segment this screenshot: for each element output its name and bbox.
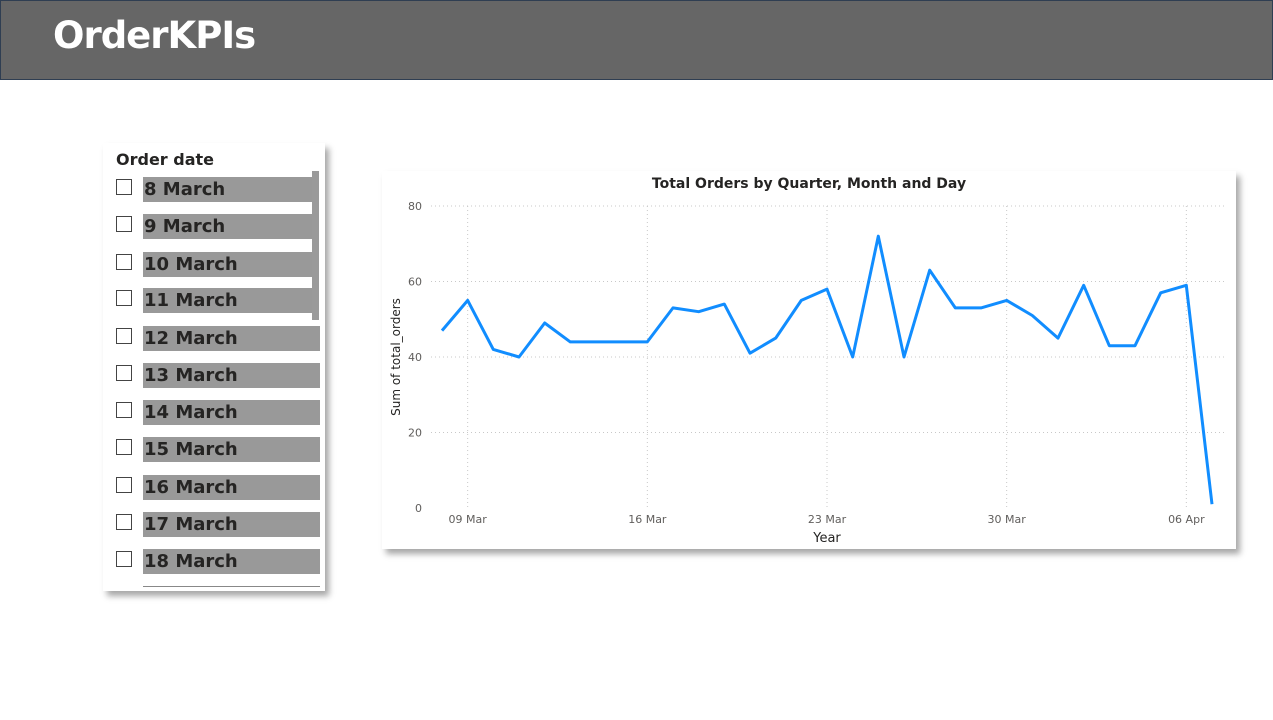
checkbox[interactable]: [116, 477, 132, 493]
series-line: [440, 234, 1214, 505]
checkbox[interactable]: [116, 402, 132, 418]
slicer-item-label: 12 March: [143, 326, 320, 351]
slicer-item-label: 15 March: [143, 437, 320, 462]
slicer-item-label: 14 March: [143, 400, 320, 425]
checkbox[interactable]: [116, 179, 132, 195]
slicer-item-label: 17 March: [143, 512, 320, 537]
slicer-item-label: 18 March: [143, 549, 320, 574]
y-tick-label: 0: [415, 502, 422, 515]
slicer-scrollbar[interactable]: [312, 171, 319, 320]
y-tick-label: 80: [408, 200, 422, 213]
chart-title: Total Orders by Quarter, Month and Day: [652, 176, 966, 192]
y-tick-label: 20: [408, 427, 422, 440]
checkbox[interactable]: [116, 328, 132, 344]
order-date-slicer: Order date 8 March 9 March 10 March 11 Marc…: [103, 143, 325, 591]
x-tick-label: 06 Apr: [1168, 513, 1205, 526]
x-tick-label: 23 Mar: [808, 513, 847, 526]
header-bar: OrderKPIs: [0, 0, 1273, 80]
x-tick-label: 09 Mar: [449, 513, 488, 526]
slicer-item-label: 9 March: [143, 214, 312, 239]
y-tick-label: 40: [408, 351, 422, 364]
x-tick-label: 16 Mar: [628, 513, 667, 526]
slicer-divider: [143, 586, 320, 587]
checkbox[interactable]: [116, 290, 132, 306]
x-tick-label: 30 Mar: [988, 513, 1027, 526]
slicer-item-label: 11 March: [143, 288, 312, 313]
checkbox[interactable]: [116, 216, 132, 232]
x-axis-title: Year: [812, 531, 841, 546]
chart-svg: Total Orders by Quarter, Month and Day 0 2…: [389, 176, 1224, 546]
y-tick-label: 60: [408, 276, 422, 289]
app-title: OrderKPIs: [53, 14, 256, 57]
checkbox[interactable]: [116, 551, 132, 567]
slicer-item-label: 10 March: [143, 252, 312, 277]
slicer-item-label: 8 March: [143, 177, 312, 202]
slicer-item-label: 16 March: [143, 475, 320, 500]
checkbox[interactable]: [116, 439, 132, 455]
checkbox[interactable]: [116, 514, 132, 530]
slicer-item-label: 13 March: [143, 363, 320, 388]
y-axis-title: Sum of total_orders: [389, 298, 403, 416]
slicer-title: Order date: [116, 150, 215, 169]
checkbox[interactable]: [116, 365, 132, 381]
checkbox[interactable]: [116, 254, 132, 270]
orders-line-chart: Total Orders by Quarter, Month and Day 0 2…: [382, 171, 1236, 549]
